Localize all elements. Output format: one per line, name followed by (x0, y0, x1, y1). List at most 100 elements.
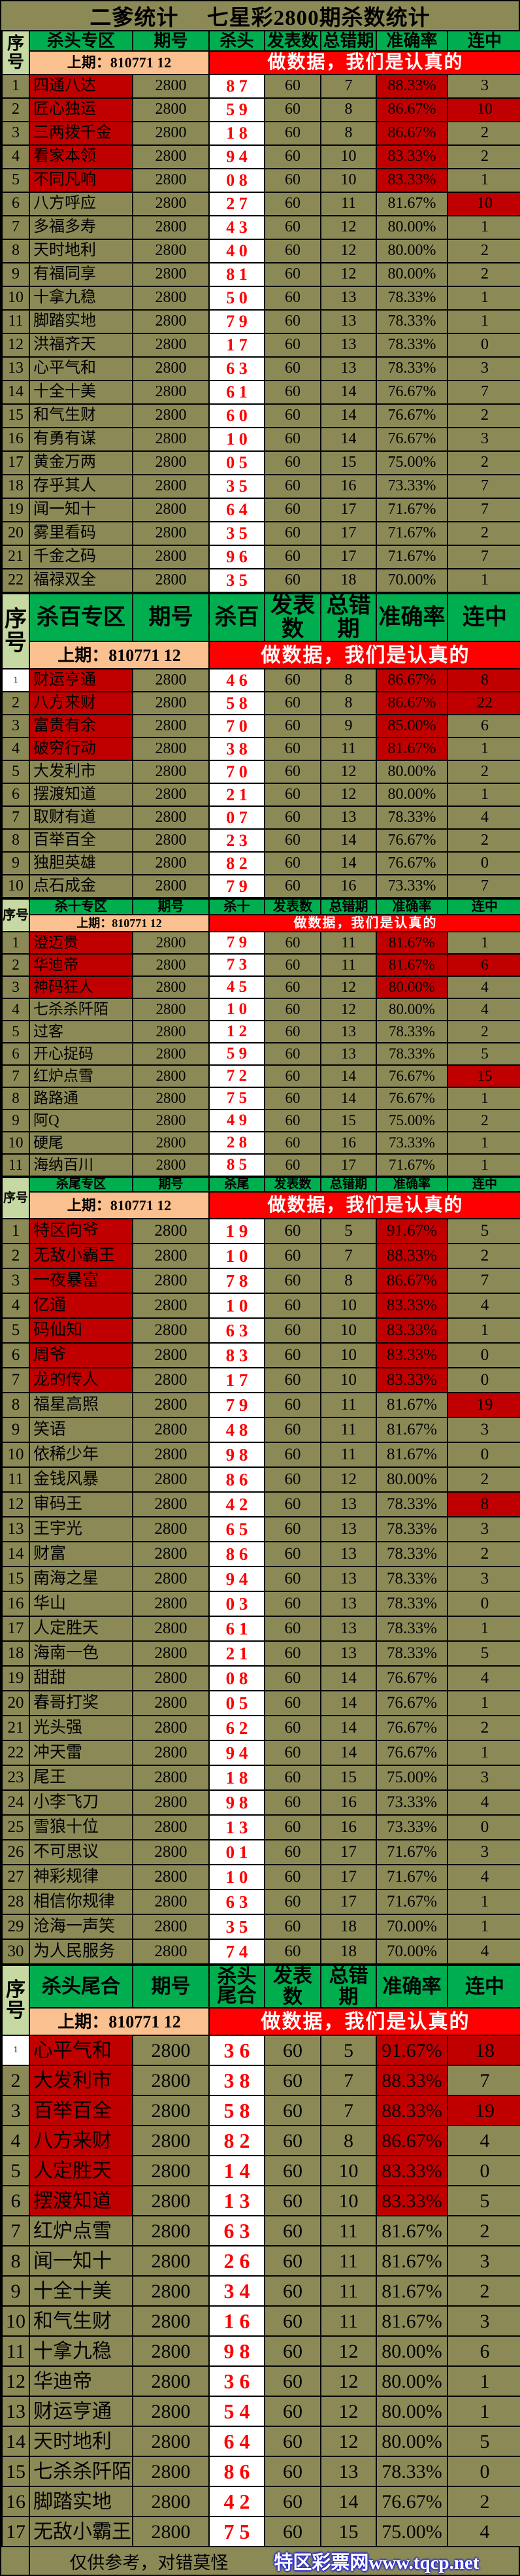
total-errors-cell: 14 (320, 1665, 377, 1692)
published-count-cell: 60 (264, 1042, 321, 1066)
total-errors-cell: 11 (320, 1442, 377, 1468)
published-count-cell: 60 (264, 333, 321, 358)
seq-cell: 29 (1, 1914, 30, 1940)
accuracy-cell: 81.67% (376, 2245, 448, 2277)
total-errors-cell: 7 (320, 74, 377, 99)
published-count-cell: 60 (264, 1153, 321, 1178)
period-cell: 2800 (132, 953, 210, 977)
streak-cell: 1 (447, 1131, 520, 1155)
total-errors-cell: 16 (320, 1131, 377, 1155)
seq-cell: 5 (1, 1317, 30, 1344)
period-cell: 2800 (132, 450, 210, 475)
period-cell: 2800 (132, 2275, 210, 2307)
seq-cell: 13 (1, 356, 30, 381)
published-count-cell: 60 (264, 215, 321, 240)
published-count-cell: 60 (264, 1864, 321, 1891)
table-header-row: 序号 杀尾专区 期号 杀尾 发表数 总错期 准确率 连中 (1, 1177, 520, 1220)
accuracy-cell: 80.00% (376, 2426, 448, 2458)
kill-number-cell: 5 8 (208, 2095, 265, 2127)
previous-draw-cell: 上期：810771 12 (29, 914, 210, 933)
accuracy-cell: 76.67% (376, 1064, 448, 1089)
seq-cell: 2 (1, 2065, 30, 2097)
streak-cell: 19 (447, 2095, 520, 2127)
seq-cell: 8 (1, 2245, 30, 2277)
period-cell: 2800 (132, 783, 210, 807)
accuracy-cell: 78.33% (376, 1591, 448, 1618)
kill-number-cell: 3 5 (208, 474, 265, 499)
accuracy-cell: 91.67% (376, 2035, 448, 2067)
total-errors-cell: 11 (320, 1417, 377, 1444)
player-name-cell: 十全十美 (29, 2275, 133, 2307)
period-cell: 2800 (132, 2486, 210, 2518)
seq-cell: 12 (1, 1491, 30, 1518)
published-count-cell: 60 (264, 874, 321, 899)
published-count-cell: 60 (264, 1367, 321, 1394)
player-name-cell: 有勇有谋 (29, 427, 133, 452)
published-count-cell: 60 (264, 403, 321, 428)
table-row: 13 心平气和 2800 6 3 60 13 78.33% 3 (1, 356, 520, 381)
total-errors-cell: 16 (320, 474, 377, 499)
slogan-banner: 做数据，我们是认真的 (208, 914, 520, 933)
kill-number-cell: 7 9 (208, 309, 265, 334)
streak-cell: 6 (447, 714, 520, 739)
seq-cell: 26 (1, 1839, 30, 1866)
published-count-cell: 60 (264, 1566, 321, 1593)
total-errors-cell: 12 (320, 262, 377, 287)
streak-cell: 7 (447, 1268, 520, 1295)
accuracy-cell: 78.33% (376, 1566, 448, 1593)
player-name-cell: 洪福齐天 (29, 333, 133, 358)
player-name-cell: 神码狂人 (29, 975, 133, 1000)
period-cell: 2800 (132, 2185, 210, 2217)
seq-cell: 11 (1, 309, 30, 334)
accuracy-cell: 80.00% (376, 2335, 448, 2367)
accuracy-cell: 83.33% (376, 2155, 448, 2187)
total-errors-cell: 11 (320, 192, 377, 216)
total-errors-cell: 13 (320, 1541, 377, 1568)
seq-cell: 6 (1, 1042, 30, 1066)
total-errors-cell: 7 (320, 2065, 377, 2097)
period-cell: 2800 (132, 1218, 210, 1245)
published-count-cell: 60 (264, 380, 321, 405)
period-cell: 2800 (132, 1640, 210, 1667)
streak-cell: 4 (447, 2125, 520, 2157)
kill-number-cell: 1 0 (208, 1864, 265, 1891)
accuracy-cell: 86.67% (376, 2125, 448, 2157)
published-count-cell: 60 (264, 97, 321, 122)
seq-column-header: 序号 (1, 898, 30, 933)
player-name-cell: 闻一知十 (29, 498, 133, 522)
table-row: 17 人定胜天 2800 6 1 60 13 78.33% 1 (1, 1616, 520, 1642)
accuracy-cell: 73.33% (376, 1131, 448, 1155)
published-count-cell: 60 (264, 2305, 321, 2337)
player-name-cell: 阿Q (29, 1109, 133, 1133)
kill-number-cell: 7 5 (208, 1087, 265, 1111)
total-errors-cell: 13 (320, 805, 377, 830)
period-cell: 2800 (132, 691, 210, 716)
published-count-cell: 60 (264, 851, 321, 876)
seq-cell: 7 (1, 805, 30, 830)
period-cell: 2800 (132, 521, 210, 546)
total-errors-cell: 17 (320, 1839, 377, 1866)
table-row: 18 存乎其人 2800 3 5 60 16 73.33% 7 (1, 474, 520, 499)
kill-number-cell: 8 1 (208, 262, 265, 287)
kill-number-cell: 8 2 (208, 851, 265, 876)
period-cell: 2800 (132, 760, 210, 785)
table-row: 5 码仙知 2800 6 3 60 10 83.33% 1 (1, 1317, 520, 1344)
published-count-cell: 60 (264, 1268, 321, 1295)
streak-cell: 0 (447, 1442, 520, 1468)
table-row: 9 笑语 2800 4 8 60 11 81.67% 3 (1, 1417, 520, 1444)
accuracy-cell: 76.67% (376, 2486, 448, 2518)
total-errors-cell: 14 (320, 1690, 377, 1717)
kill-number-cell: 9 4 (208, 144, 265, 169)
period-cell: 2800 (132, 286, 210, 311)
seq-cell: 7 (1, 215, 30, 240)
accuracy-cell: 76.67% (376, 380, 448, 405)
period-cell: 2800 (132, 121, 210, 146)
total-errors-cell: 15 (320, 1109, 377, 1133)
player-name-cell: 十拿九稳 (29, 286, 133, 311)
total-errors-cell: 12 (320, 215, 377, 240)
table-row: 12 审码王 2800 4 2 60 13 78.33% 8 (1, 1491, 520, 1518)
seq-column-header: 序号 (1, 30, 30, 75)
streak-cell: 4 (447, 2516, 520, 2548)
total-errors-cell: 11 (320, 737, 377, 762)
player-name-cell: 路路通 (29, 1087, 133, 1111)
